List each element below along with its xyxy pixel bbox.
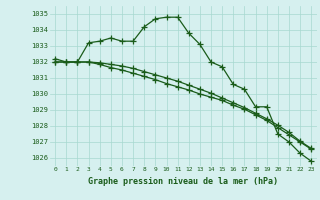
- X-axis label: Graphe pression niveau de la mer (hPa): Graphe pression niveau de la mer (hPa): [88, 177, 278, 186]
